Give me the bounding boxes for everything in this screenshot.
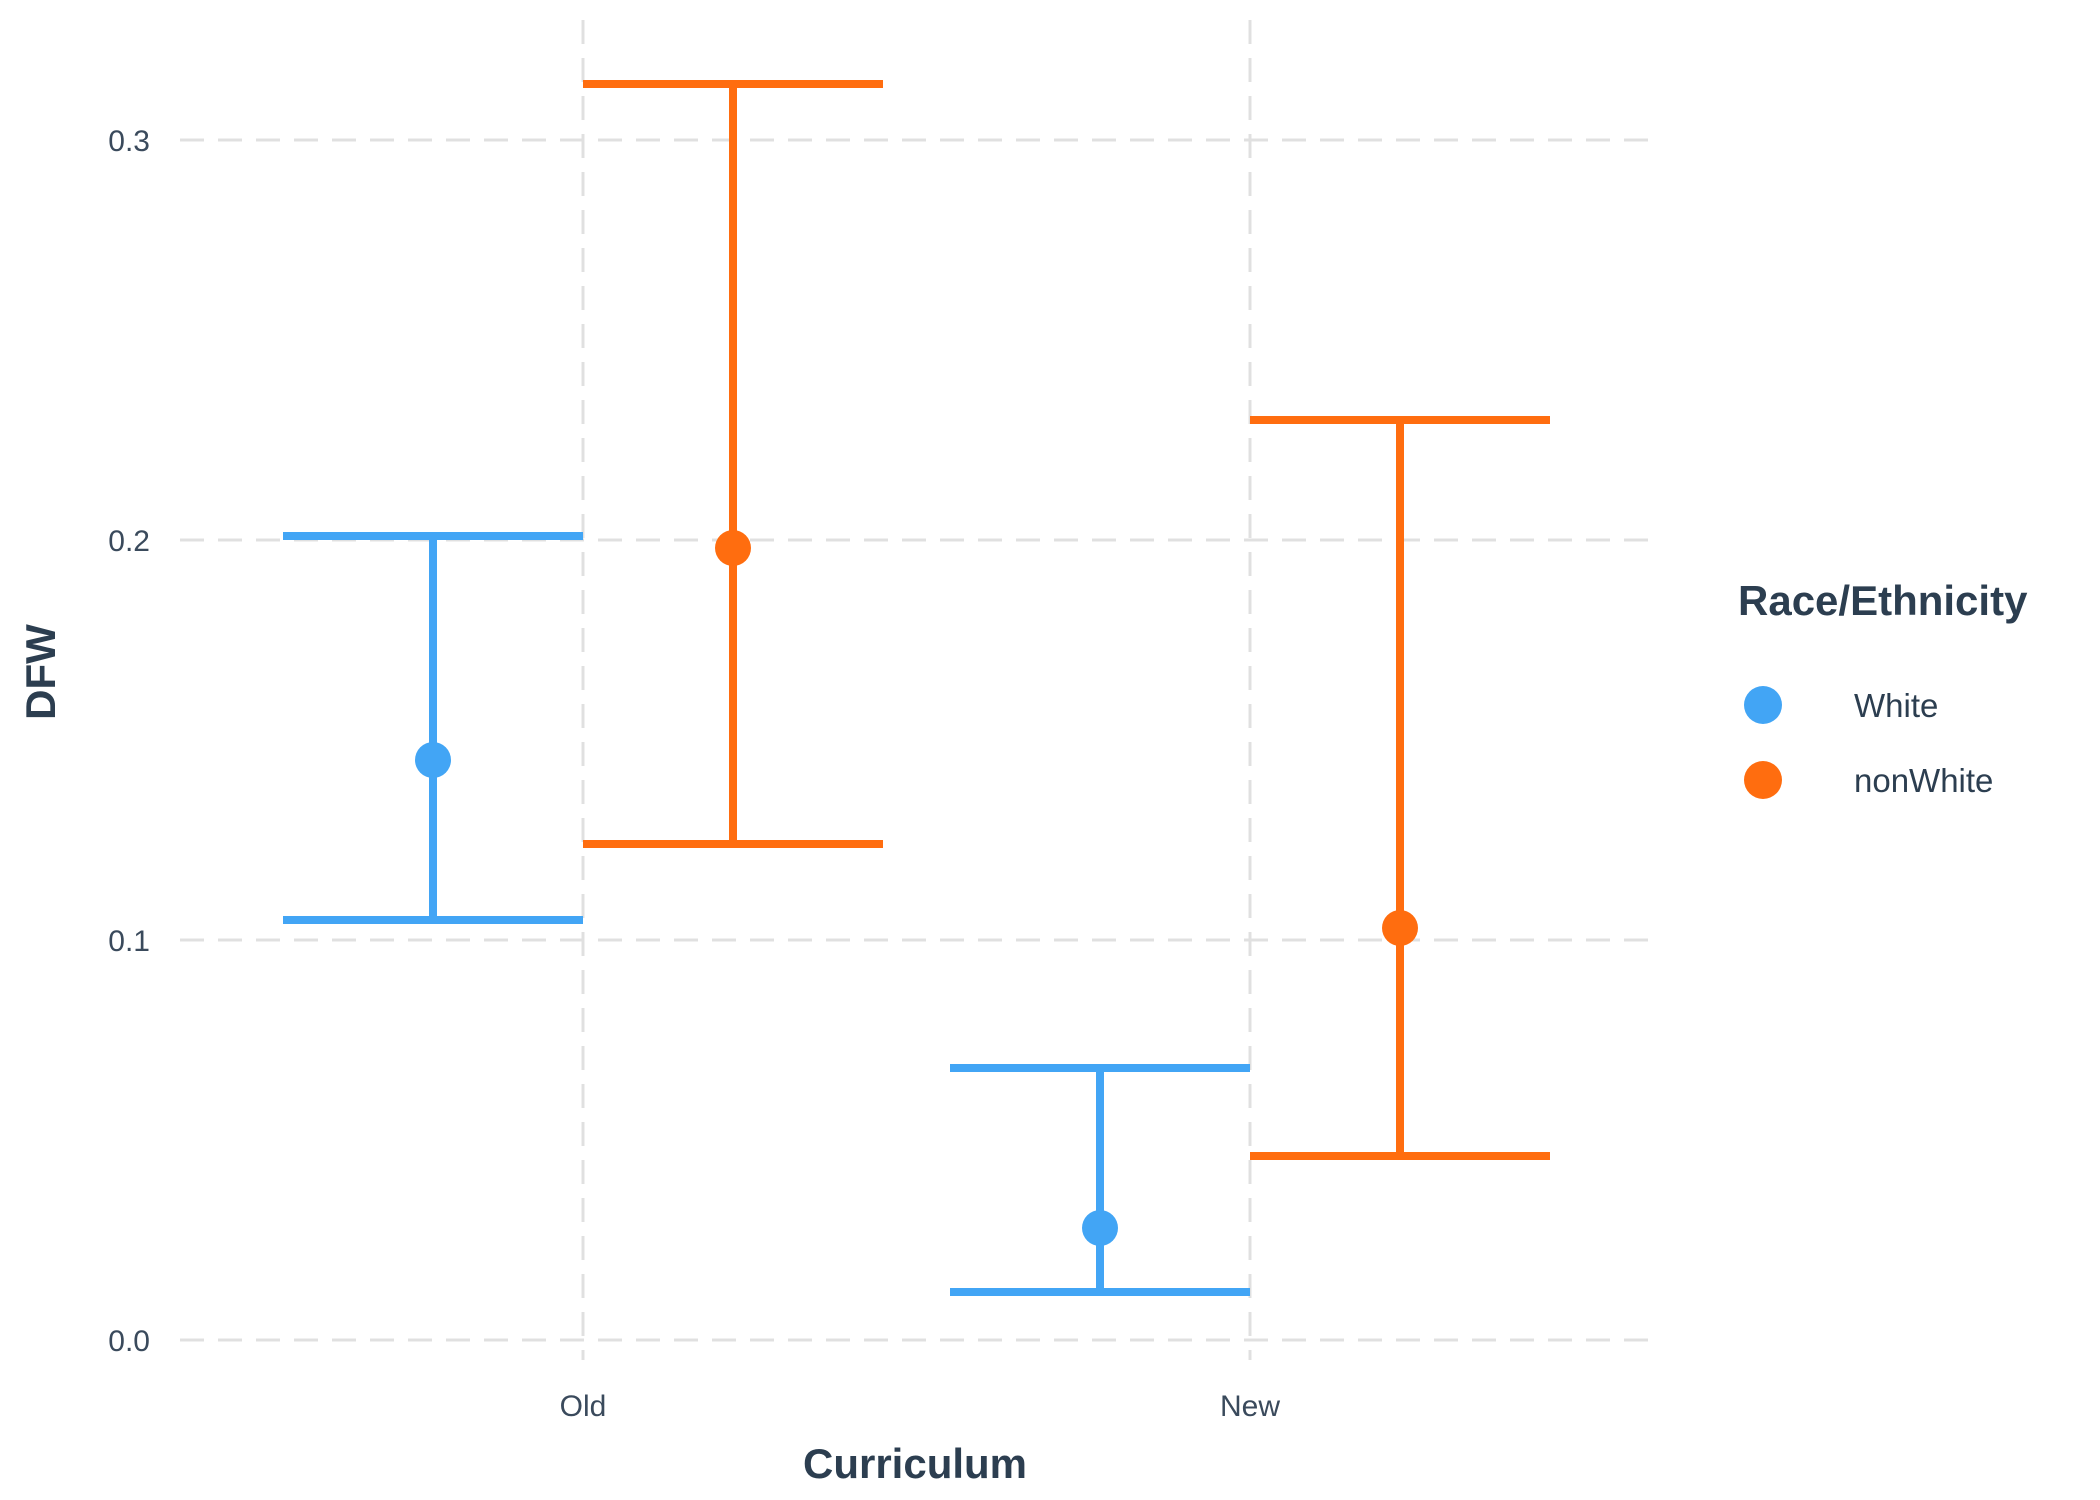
errorbar-white-new [950,1064,1250,1296]
legend-marker-nonwhite [1744,761,1782,799]
estimate-point [415,742,451,778]
y-axis-title: DFW [17,624,64,720]
x-tick-label: New [1220,1390,1280,1423]
x-axis-title: Curriculum [803,1440,1027,1487]
legend-item-white: White [1744,686,1938,724]
legend-item-nonwhite: nonWhite [1744,761,1993,799]
estimate-point [1382,910,1418,946]
y-tick-label: 0.2 [108,525,150,558]
errorbar-nonwhite-new [1250,416,1550,1160]
estimate-point [715,530,751,566]
legend-label-nonwhite: nonWhite [1854,762,1993,799]
x-axis-ticks: Old New [560,1390,1281,1423]
legend-marker-white [1744,686,1782,724]
errorbar-nonwhite-old [583,80,883,848]
legend: Race/Ethnicity White nonWhite [1738,577,2028,799]
y-tick-label: 0.0 [108,1325,150,1358]
y-axis-ticks: 0.0 0.1 0.2 0.3 [108,125,150,1358]
legend-title: Race/Ethnicity [1738,577,2028,624]
estimate-point [1082,1210,1118,1246]
errorbar-white-old [283,532,583,924]
y-tick-label: 0.3 [108,125,150,158]
x-tick-label: Old [560,1390,607,1423]
error-bars [283,80,1550,1296]
y-tick-label: 0.1 [108,925,150,958]
legend-label-white: White [1854,687,1938,724]
